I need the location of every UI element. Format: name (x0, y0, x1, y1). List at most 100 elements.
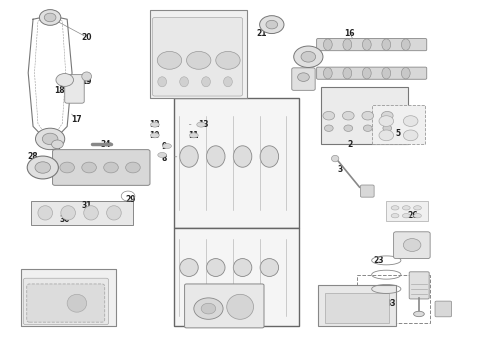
Circle shape (201, 303, 216, 314)
Ellipse shape (206, 258, 225, 276)
FancyBboxPatch shape (435, 301, 452, 317)
Ellipse shape (403, 116, 418, 126)
Bar (187, 287, 262, 327)
Circle shape (403, 239, 421, 251)
FancyBboxPatch shape (361, 185, 374, 197)
Ellipse shape (402, 206, 410, 210)
Ellipse shape (233, 146, 252, 167)
Ellipse shape (323, 39, 332, 50)
Bar (30, 202, 133, 225)
Ellipse shape (67, 294, 87, 312)
Text: 21: 21 (257, 29, 268, 38)
Ellipse shape (84, 206, 98, 220)
FancyBboxPatch shape (317, 39, 427, 51)
Circle shape (35, 128, 65, 150)
Ellipse shape (401, 39, 410, 50)
FancyBboxPatch shape (317, 67, 427, 79)
Text: 19: 19 (81, 77, 92, 86)
Circle shape (362, 111, 374, 120)
Bar (372, 105, 425, 144)
Text: 12: 12 (149, 120, 160, 129)
Text: 32: 32 (442, 304, 452, 313)
Ellipse shape (382, 39, 391, 50)
Ellipse shape (107, 206, 121, 220)
Text: 28: 28 (28, 152, 38, 161)
Text: 37: 37 (52, 141, 63, 150)
Circle shape (82, 162, 97, 173)
FancyBboxPatch shape (292, 68, 315, 90)
Bar (150, 10, 247, 98)
Text: 20: 20 (81, 33, 92, 42)
Ellipse shape (150, 122, 159, 127)
Bar (21, 269, 116, 327)
FancyBboxPatch shape (393, 232, 430, 258)
Text: 26: 26 (408, 211, 418, 220)
Circle shape (187, 51, 211, 69)
Circle shape (323, 111, 335, 120)
Text: 36: 36 (189, 306, 199, 315)
Circle shape (104, 162, 118, 173)
Text: 16: 16 (344, 29, 355, 38)
Text: 7: 7 (35, 299, 41, 308)
Ellipse shape (158, 77, 167, 87)
Ellipse shape (331, 156, 339, 162)
Ellipse shape (61, 206, 75, 220)
Ellipse shape (343, 39, 352, 50)
Ellipse shape (38, 206, 52, 220)
Ellipse shape (190, 133, 198, 138)
Ellipse shape (233, 258, 252, 276)
Circle shape (157, 51, 182, 69)
Ellipse shape (403, 130, 418, 141)
Ellipse shape (197, 122, 205, 127)
Ellipse shape (180, 258, 198, 276)
Ellipse shape (402, 213, 410, 218)
Text: 34: 34 (101, 140, 111, 149)
Circle shape (42, 133, 58, 145)
Bar (174, 98, 298, 228)
Text: 31: 31 (81, 201, 92, 210)
Ellipse shape (206, 146, 225, 167)
Text: 14: 14 (213, 61, 223, 70)
Bar (21, 269, 116, 327)
Ellipse shape (414, 213, 421, 218)
Circle shape (297, 73, 309, 81)
Ellipse shape (227, 294, 253, 319)
Circle shape (35, 162, 50, 173)
Circle shape (260, 16, 284, 33)
Text: 13: 13 (198, 120, 209, 129)
Ellipse shape (82, 72, 92, 81)
Bar (318, 285, 396, 327)
Ellipse shape (391, 213, 399, 218)
Ellipse shape (202, 77, 210, 87)
Circle shape (60, 162, 74, 173)
Circle shape (266, 20, 278, 29)
Text: 30: 30 (59, 215, 70, 224)
Text: 24: 24 (413, 277, 423, 286)
Ellipse shape (401, 67, 410, 79)
Circle shape (194, 298, 223, 319)
FancyBboxPatch shape (409, 272, 429, 299)
Text: 6: 6 (84, 295, 89, 304)
Bar (150, 10, 247, 98)
Ellipse shape (163, 144, 172, 149)
Text: 4: 4 (362, 186, 367, 195)
Ellipse shape (260, 146, 279, 167)
Text: 18: 18 (54, 86, 65, 95)
FancyBboxPatch shape (52, 150, 150, 185)
Ellipse shape (414, 206, 421, 210)
Bar (320, 87, 408, 144)
Bar (386, 202, 428, 221)
Text: 8: 8 (162, 154, 167, 163)
Ellipse shape (414, 311, 424, 317)
Ellipse shape (379, 116, 393, 126)
Circle shape (364, 125, 372, 131)
Circle shape (51, 140, 63, 149)
Circle shape (27, 156, 58, 179)
Bar (174, 98, 298, 230)
FancyBboxPatch shape (27, 284, 105, 322)
Ellipse shape (150, 133, 159, 138)
Circle shape (39, 10, 61, 25)
FancyBboxPatch shape (24, 278, 109, 325)
Text: 35: 35 (213, 292, 223, 301)
Text: 5: 5 (396, 129, 401, 138)
